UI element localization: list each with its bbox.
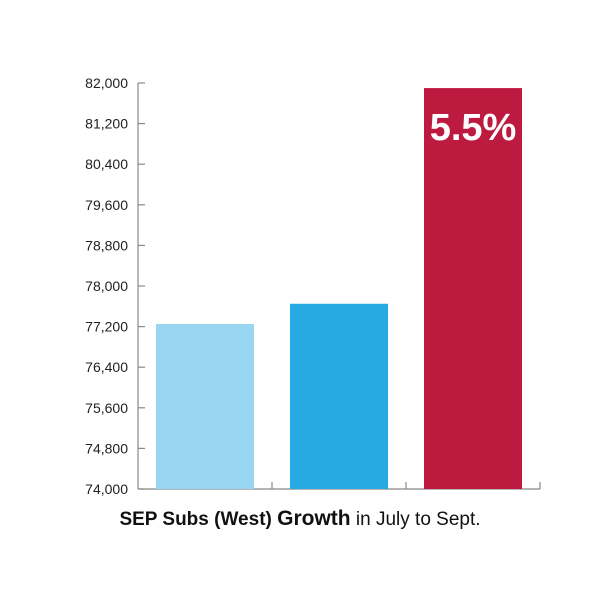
bar-3 — [424, 88, 522, 489]
y-tick-label: 74,000 — [85, 481, 128, 497]
y-tick-label: 82,000 — [85, 75, 128, 91]
bar-1 — [156, 324, 254, 489]
chart-caption: SEP Subs (West) Growth in July to Sept. — [0, 507, 600, 531]
y-tick-label: 74,800 — [85, 440, 128, 456]
y-tick-label: 80,400 — [85, 156, 128, 172]
labels: 5.5% — [430, 107, 517, 149]
caption-subject: SEP Subs (West) — [119, 509, 272, 530]
y-tick-label: 78,000 — [85, 278, 128, 294]
y-tick-label: 81,200 — [85, 116, 128, 132]
y-tick-label: 76,400 — [85, 359, 128, 375]
bars — [156, 88, 522, 489]
bar-value-label: 5.5% — [430, 107, 517, 149]
bar-2 — [290, 303, 388, 489]
caption-period: in July to Sept. — [355, 509, 481, 530]
y-tick-label: 77,200 — [85, 319, 128, 335]
y-tick-label: 78,800 — [85, 237, 128, 253]
caption-growth: Growth — [277, 507, 351, 530]
y-tick-label: 79,600 — [85, 197, 128, 213]
axes: 74,000 74,800 75,600 76,400 77,200 78,000 78,8… — [85, 75, 541, 497]
y-tick-label: 75,600 — [85, 400, 128, 416]
